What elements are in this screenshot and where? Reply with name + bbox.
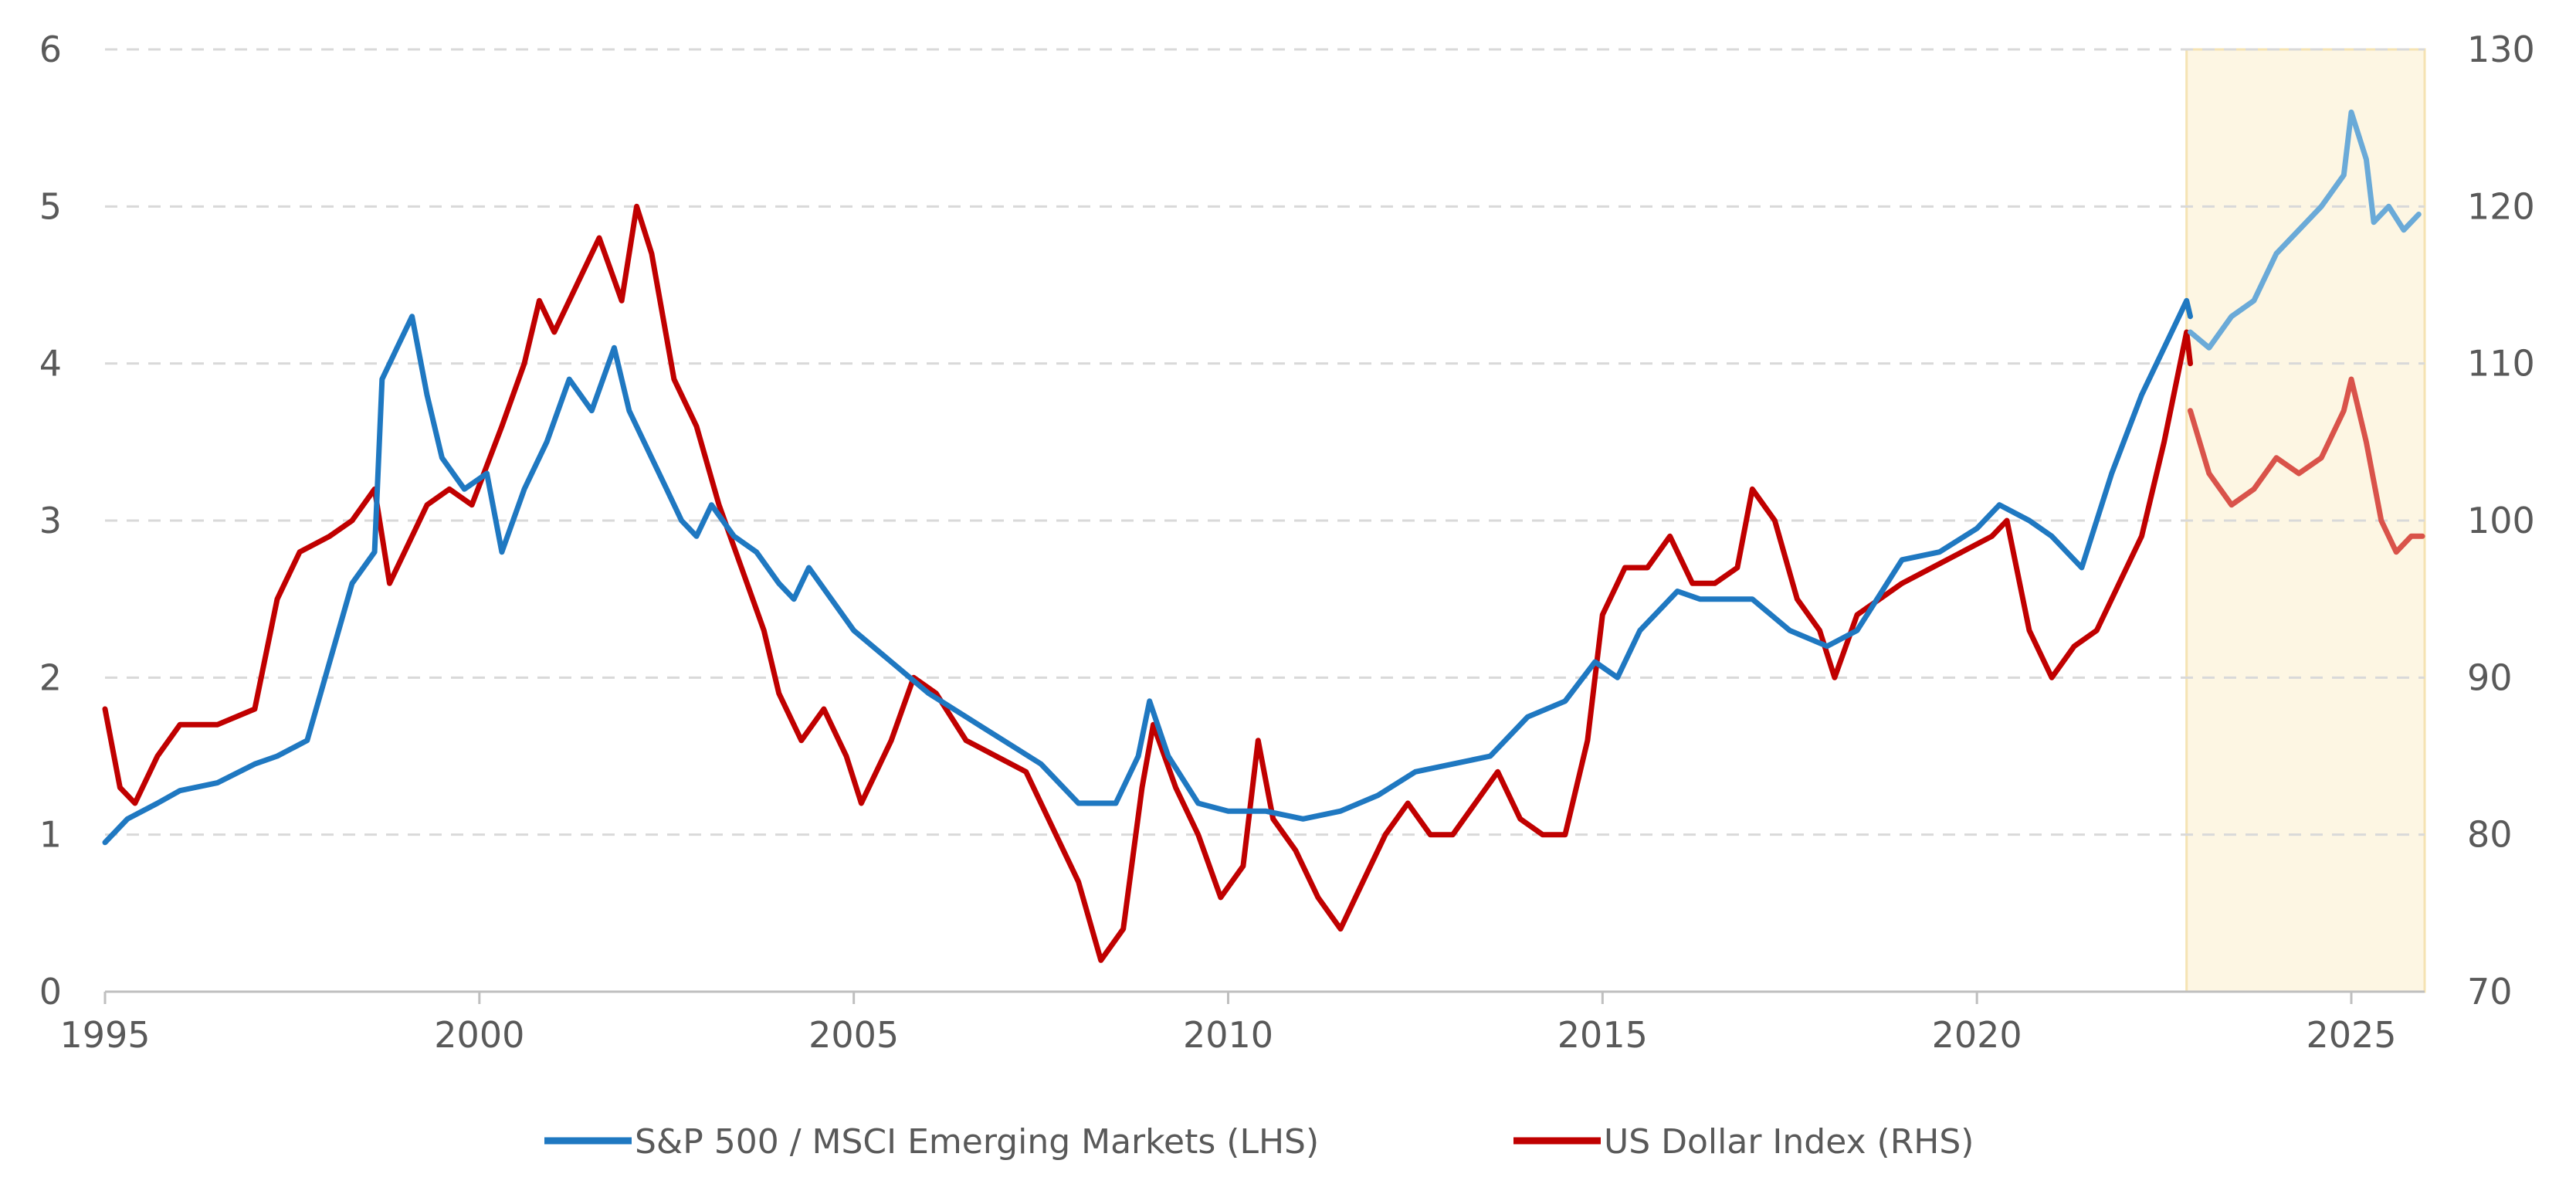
left-tick-label-3: 3 — [39, 500, 62, 541]
right-tick-label-110: 110 — [2467, 343, 2535, 385]
x-tick-label-2010: 2010 — [1183, 1014, 1273, 1056]
legend-label-sp500-em: S&P 500 / MSCI Emerging Markets (LHS) — [635, 1122, 1319, 1162]
left-axis-ticks: 0 1 2 3 4 5 6 — [39, 29, 62, 1013]
x-tick-label-1995: 1995 — [59, 1014, 150, 1056]
x-axis-ticks: 1995 2000 2005 2010 2015 2020 2025 — [59, 992, 2397, 1056]
right-tick-label-100: 100 — [2467, 500, 2535, 541]
series-line-1 — [102, 203, 2193, 963]
x-tick-label-2005: 2005 — [808, 1014, 899, 1056]
left-tick-label-0: 0 — [39, 971, 62, 1013]
left-tick-label-6: 6 — [39, 29, 62, 70]
legend: S&P 500 / MSCI Emerging Markets (LHS) US… — [544, 1122, 1974, 1162]
series-line-2 — [2188, 109, 2422, 351]
right-tick-label-130: 130 — [2467, 29, 2535, 70]
left-tick-label-5: 5 — [39, 185, 62, 227]
left-tick-label-2: 2 — [39, 656, 62, 698]
series-line-3 — [2188, 376, 2425, 555]
right-tick-label-70: 70 — [2467, 971, 2513, 1013]
x-tick-label-2015: 2015 — [1557, 1014, 1648, 1056]
x-tick-label-2020: 2020 — [1932, 1014, 2022, 1056]
right-tick-label-90: 90 — [2467, 656, 2513, 698]
series-lines — [102, 109, 2425, 963]
x-tick-label-2000: 2000 — [434, 1014, 524, 1056]
left-tick-label-4: 4 — [39, 343, 62, 385]
gridlines — [105, 48, 2425, 836]
highlight-region — [2185, 48, 2426, 993]
left-tick-label-1: 1 — [39, 814, 62, 856]
right-tick-label-120: 120 — [2467, 185, 2535, 227]
legend-label-us-dollar: US Dollar Index (RHS) — [1604, 1122, 1974, 1162]
right-axis-ticks: 70 80 90 100 110 120 130 — [2467, 29, 2535, 1013]
series-line-0 — [102, 297, 2193, 846]
x-tick-label-2025: 2025 — [2306, 1014, 2396, 1056]
right-tick-label-80: 80 — [2467, 814, 2513, 856]
